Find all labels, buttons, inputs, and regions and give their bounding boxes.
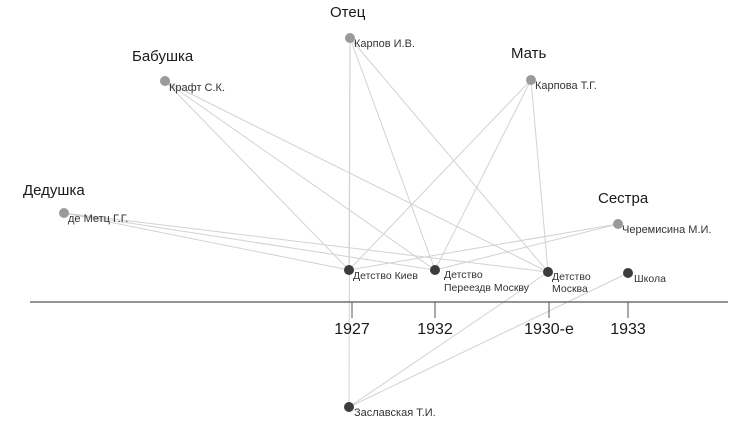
edge-babushka-kiev <box>164 80 350 271</box>
person-node[interactable] <box>613 219 623 229</box>
timeline-axis: 1927 1932 1930-е 1933 <box>30 301 728 338</box>
event-label: Детство Киев <box>353 270 418 282</box>
year-label-1930s: 1930-е <box>524 321 574 338</box>
event-label-line-1: Детство <box>552 271 591 283</box>
event-shkola[interactable]: Школа <box>623 268 666 285</box>
person-node[interactable] <box>160 76 170 86</box>
person-node[interactable] <box>344 402 354 412</box>
event-node[interactable] <box>344 265 354 275</box>
person-role-label: Бабушка <box>132 48 194 65</box>
person-babushka[interactable]: Бабушка Крафт С.К. <box>132 48 225 94</box>
person-sestra[interactable]: Сестра Черемисина М.И. <box>598 190 711 236</box>
person-name-label: де Метц Г.Г. <box>68 213 128 225</box>
event-nodes: Детство Киев Детство Переездв Москву Дет… <box>344 265 666 295</box>
person-role-label: Отец <box>330 4 366 21</box>
person-mat[interactable]: Мать Карпова Т.Г. <box>511 45 597 92</box>
edge-otets-moskva <box>349 37 549 273</box>
event-node[interactable] <box>623 268 633 278</box>
edge-sestra-kiev <box>348 223 619 271</box>
year-label-1933: 1933 <box>610 321 646 338</box>
edge-zaslavskaya-otets <box>348 37 351 408</box>
person-zaslavskaya[interactable]: Заславская Т.И. <box>344 402 436 419</box>
year-label-1932: 1932 <box>417 321 453 338</box>
person-role-label: Дедушка <box>23 182 85 199</box>
edge-babushka-pereezd <box>164 80 436 271</box>
event-label: Школа <box>634 273 666 285</box>
people-nodes: Отец Карпов И.В. Бабушка Крафт С.К. Мать… <box>23 4 711 419</box>
person-name-label: Черемисина М.И. <box>622 224 711 236</box>
edge-zaslavskaya-shkola <box>348 272 629 408</box>
event-label-line-2: Москва <box>552 283 588 295</box>
person-dedushka[interactable]: Дедушка де Метц Г.Г. <box>23 182 128 225</box>
edge-babushka-moskva <box>164 80 549 273</box>
person-name-label: Крафт С.К. <box>169 82 225 94</box>
edge-mat-kiev <box>348 79 532 271</box>
edge-dedushka-kiev <box>63 212 350 271</box>
edge-mat-pereezd <box>434 79 532 271</box>
person-name-label: Карпова Т.Г. <box>535 80 597 92</box>
event-label-line-2: Переездв Москву <box>444 282 530 294</box>
edge-dedushka-moskva <box>63 212 549 273</box>
edge-zaslavskaya-moskva <box>348 271 549 408</box>
event-label-line-1: Детство <box>444 269 483 281</box>
event-node[interactable] <box>543 267 553 277</box>
person-name-label: Заславская Т.И. <box>354 407 436 419</box>
person-otets[interactable]: Отец Карпов И.В. <box>330 4 415 50</box>
person-name-label: Карпов И.В. <box>354 38 415 50</box>
person-role-label: Сестра <box>598 190 649 207</box>
edge-mat-moskva <box>530 79 549 273</box>
edges-layer <box>63 37 629 408</box>
year-label-1927: 1927 <box>334 321 370 338</box>
person-node[interactable] <box>59 208 69 218</box>
event-node[interactable] <box>430 265 440 275</box>
edge-dedushka-pereezd <box>63 212 436 271</box>
person-role-label: Мать <box>511 45 547 62</box>
event-detstvo-kiev[interactable]: Детство Киев <box>344 265 418 282</box>
event-detstvo-moskva[interactable]: Детство Москва <box>543 267 591 295</box>
person-node[interactable] <box>345 33 355 43</box>
event-detstvo-pereezd[interactable]: Детство Переездв Москву <box>430 265 530 294</box>
person-node[interactable] <box>526 75 536 85</box>
edge-otets-pereezd <box>349 37 436 271</box>
edge-sestra-pereezd <box>434 223 619 271</box>
